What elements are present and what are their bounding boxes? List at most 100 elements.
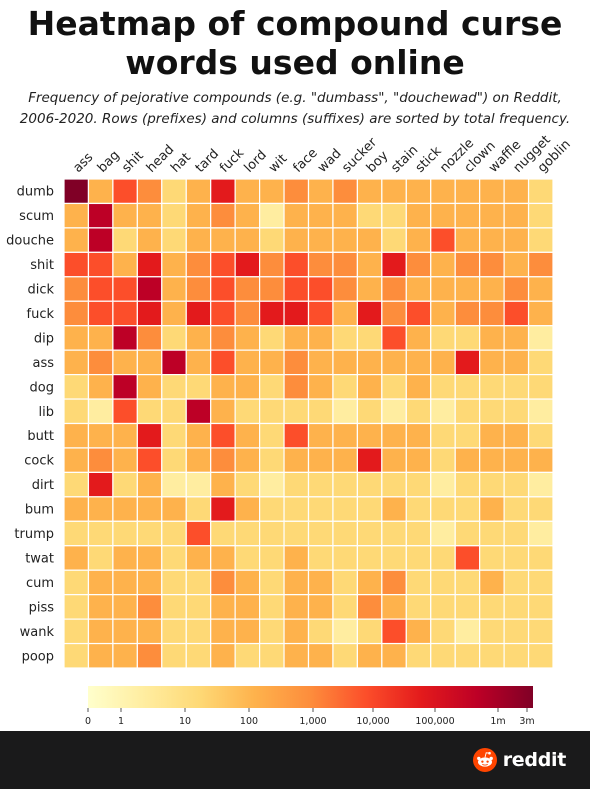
heatmap-cell-twat-waffle (479, 545, 505, 571)
heatmap-cell-scum-sucker (332, 202, 359, 229)
heatmap-cell-cock-waffle (479, 447, 505, 474)
heatmap-cell-dog-tard (185, 374, 212, 400)
heatmap-cell-dumb-sucker (332, 178, 359, 205)
row-label-trump: trump (14, 527, 54, 542)
heatmap-cell-fuck-stain (381, 300, 407, 327)
heatmap-cell-dog-hat (161, 374, 187, 400)
heatmap-cell-shit-ass (63, 251, 90, 278)
heatmap-cell-wank-fuck (210, 618, 236, 645)
heatmap-cell-dumb-fuck (210, 178, 236, 205)
heatmap-cell-cock-sucker (332, 447, 359, 474)
heatmap-cell-ass-boy (356, 349, 383, 376)
heatmap-cell-ass-face (283, 349, 310, 376)
heatmap-cell-ass-clown (454, 349, 481, 376)
heatmap-cell-butt-waffle (479, 422, 505, 449)
heatmap-cell-douche-goblin (527, 227, 554, 253)
heatmap-cell-scum-stick (405, 202, 432, 229)
row-label-cum: cum (26, 576, 54, 591)
heatmap-cell-twat-stick (405, 545, 432, 571)
heatmap-cell-dog-bag (87, 374, 114, 400)
heatmap-cell-shit-clown (454, 251, 481, 278)
heatmap-cell-shit-face (283, 251, 310, 278)
heatmap-cell-butt-lord (234, 422, 261, 449)
heatmap-cell-dumb-bag (87, 178, 114, 205)
heatmap-cell-dip-lord (234, 325, 261, 351)
heatmap-cell-scum-boy (356, 202, 383, 229)
heatmap-cell-dip-clown (454, 325, 481, 351)
heatmap-cell-fuck-stick (405, 300, 432, 327)
heatmap-cell-dick-hat (161, 276, 187, 302)
heatmap-cell-cum-hat (161, 569, 187, 596)
heatmap-cell-twat-stain (381, 545, 407, 571)
heatmap-cell-cock-head (136, 447, 163, 474)
heatmap-cell-dip-stain (381, 325, 407, 351)
heatmap-cell-dirt-tard (185, 471, 212, 498)
heatmap-cell-twat-face (283, 545, 310, 571)
heatmap-cell-dirt-stick (405, 471, 432, 498)
heatmap-cell-lib-sucker (332, 398, 359, 425)
heatmap-chart: dumb scum douche shit dick fuck dip ass dog lib bu… (6, 133, 574, 727)
heatmap-cell-fuck-face (283, 300, 310, 327)
heatmap-cell-dirt-fuck (210, 471, 236, 498)
heatmap-cell-butt-nozzle (430, 422, 456, 449)
heatmap-cell-scum-goblin (527, 202, 554, 229)
heatmap-cell-dick-face (283, 276, 310, 302)
heatmap-cell-dick-clown (454, 276, 481, 302)
heatmap-cell-fuck-clown (454, 300, 481, 327)
heatmap-cells (63, 178, 554, 669)
heatmap-cell-scum-head (136, 202, 163, 229)
heatmap-cell-shit-stick (405, 251, 432, 278)
heatmap-cell-dip-waffle (479, 325, 505, 351)
heatmap-cell-dumb-stain (381, 178, 407, 205)
row-label-dog: dog (30, 380, 54, 395)
row-label-twat: twat (25, 551, 54, 566)
column-label-stick: stick (413, 144, 445, 176)
reddit-alien-icon (472, 748, 497, 772)
heatmap-cell-scum-nozzle (430, 202, 456, 229)
heatmap-cell-scum-shit (112, 202, 138, 229)
heatmap-cell-dog-nozzle (430, 374, 456, 400)
heatmap-cell-wank-ass (63, 618, 90, 645)
heatmap-cell-poop-ass (63, 642, 90, 669)
heatmap-cell-douche-hat (161, 227, 187, 253)
heatmap-cell-fuck-head (136, 300, 163, 327)
heatmap-cell-wank-head (136, 618, 163, 645)
heatmap-cell-cum-nozzle (430, 569, 456, 596)
heatmap-cell-trump-nozzle (430, 520, 456, 547)
heatmap-cell-cock-bag (87, 447, 114, 474)
heatmap-cell-scum-fuck (210, 202, 236, 229)
heatmap-cell-lib-waffle (479, 398, 505, 425)
heatmap-cell-butt-hat (161, 422, 187, 449)
row-label-dick: dick (27, 283, 54, 298)
heatmap-cell-shit-goblin (527, 251, 554, 278)
heatmap-cell-douche-waffle (479, 227, 505, 253)
heatmap-cell-dick-boy (356, 276, 383, 302)
heatmap-cell-shit-fuck (210, 251, 236, 278)
heatmap-cell-cum-nugget (503, 569, 530, 596)
colorbar-tick-label-1: 1 (118, 716, 124, 727)
heatmap-cell-poop-tard (185, 642, 212, 669)
heatmap-cell-dirt-shit (112, 471, 138, 498)
heatmap-cell-dumb-tard (185, 178, 212, 205)
heatmap-cell-trump-boy (356, 520, 383, 547)
heatmap-cell-cock-nozzle (430, 447, 456, 474)
heatmap-cell-ass-sucker (332, 349, 359, 376)
heatmap-cell-ass-fuck (210, 349, 236, 376)
heatmap-cell-lib-face (283, 398, 310, 425)
heatmap-cell-cum-wad (307, 569, 334, 596)
heatmap-cell-fuck-waffle (479, 300, 505, 327)
heatmap-cell-fuck-lord (234, 300, 261, 327)
heatmap-cell-shit-wit (259, 251, 285, 278)
heatmap-cell-dirt-sucker (332, 471, 359, 498)
column-label-bag: bag (95, 148, 123, 176)
heatmap-cell-bum-bag (87, 496, 114, 522)
heatmap-cell-fuck-hat (161, 300, 187, 327)
heatmap-cell-dick-fuck (210, 276, 236, 302)
heatmap-cell-trump-sucker (332, 520, 359, 547)
heatmap-cell-scum-tard (185, 202, 212, 229)
heatmap-cell-dumb-hat (161, 178, 187, 205)
heatmap-cell-bum-hat (161, 496, 187, 522)
heatmap-cell-bum-sucker (332, 496, 359, 522)
colorbar (88, 686, 533, 708)
heatmap-cell-trump-shit (112, 520, 138, 547)
